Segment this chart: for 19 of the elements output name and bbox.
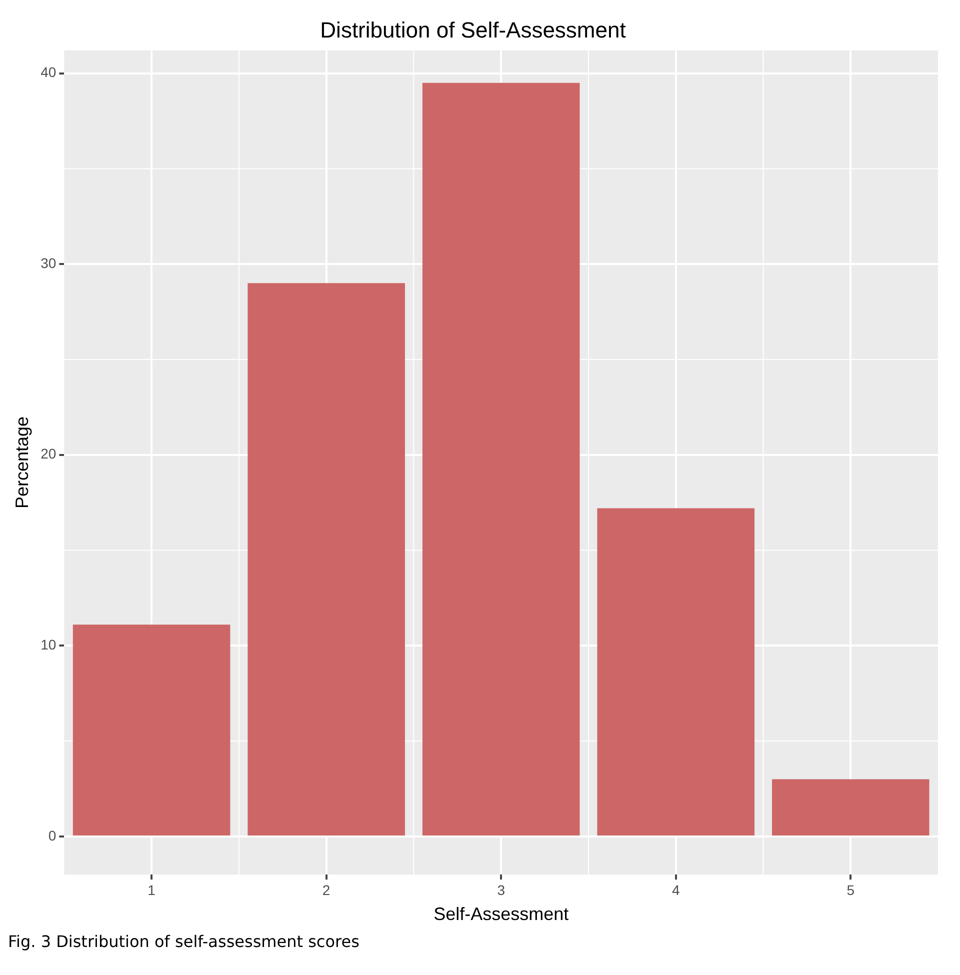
y-axis-title: Percentage <box>12 416 32 509</box>
y-tick-label: 0 <box>48 827 56 844</box>
bar <box>248 283 405 836</box>
chart-title: Distribution of Self-Assessment <box>320 17 626 42</box>
bar <box>597 508 754 836</box>
bar <box>422 82 580 836</box>
bar <box>772 779 930 836</box>
x-tick-label: 5 <box>846 882 855 898</box>
x-tick-label: 2 <box>322 882 330 898</box>
x-axis-title: Self-Assessment <box>434 904 569 924</box>
y-tick-label: 20 <box>40 446 56 462</box>
x-tick-label: 4 <box>672 882 680 898</box>
y-tick-label: 10 <box>40 636 56 653</box>
y-tick-label: 30 <box>40 254 56 271</box>
bar <box>72 624 230 836</box>
x-tick-label: 1 <box>148 882 156 898</box>
y-tick-label: 40 <box>40 64 56 80</box>
x-tick-label: 3 <box>497 882 506 898</box>
caption: Fig. 3 Distribution of self-assessment scores <box>8 932 360 951</box>
